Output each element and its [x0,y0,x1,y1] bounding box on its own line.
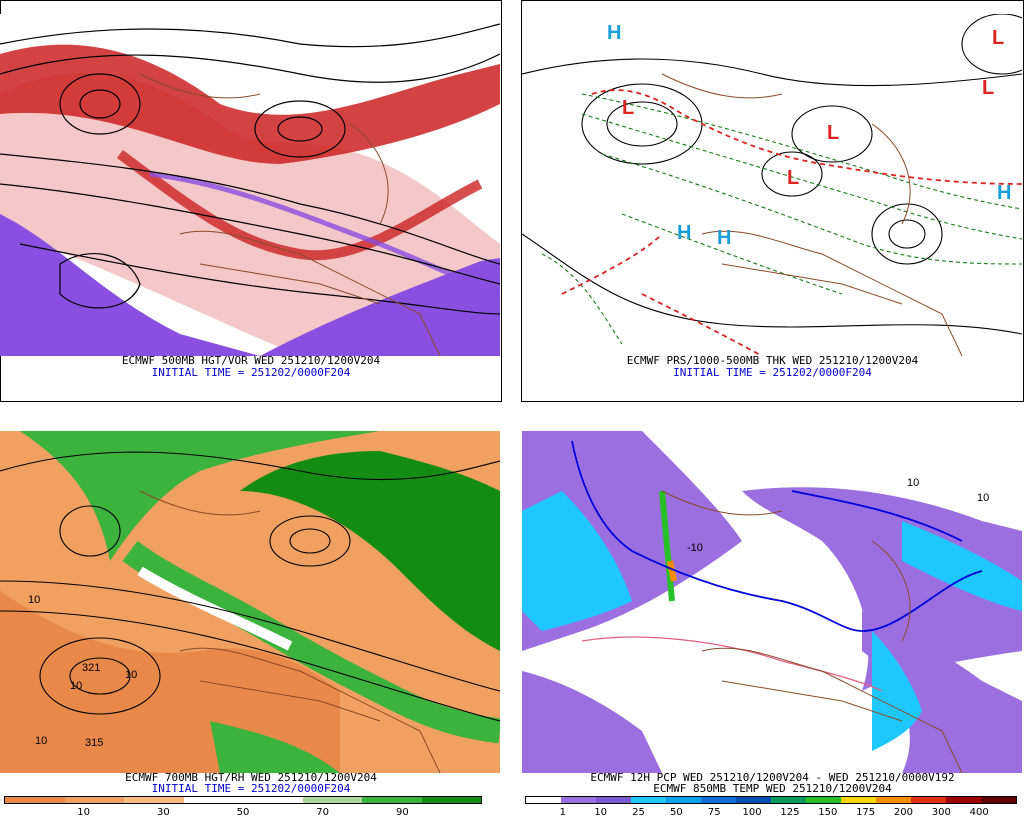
map-precip-850mb: 10 10 -10 [522,431,1022,773]
colorbar-swatch [302,797,362,803]
panel-subtitle: ECMWF 850MB TEMP WED 251210/1200V204 [653,782,892,795]
map-700mb-rh: 321 315 10 10 10 10 [0,431,500,773]
colorbar-tick-label: 200 [893,807,913,818]
panel-initial-time: INITIAL TIME = 251202/0000F204 [151,782,351,795]
colorbar-swatch [946,797,981,803]
contour-label: 321 [82,662,100,674]
rh-colorbar-ticks: 10 30 50 70 90 [4,807,482,819]
colorbar-tick-label: 10 [77,807,91,818]
high-marker: H [677,222,691,244]
colorbar-tick-label: 25 [632,807,645,818]
colorbar-tick-label: 100 [742,807,762,818]
panel-initial-time: INITIAL TIME = 251202/0000F204 [151,366,351,379]
colorbar-tick-label: 150 [818,807,838,818]
precip-colorbar [525,796,1017,804]
colorbar-tick-label: 50 [670,807,683,818]
panel-precip-850mb-temp: 10 10 -10 ECMWF 12H PCP WED 251210/1200V… [521,431,1024,819]
low-marker: L [787,167,799,189]
contour-label: 10 [907,477,919,489]
colorbar-swatch [596,797,631,803]
colorbar-swatch [526,797,561,803]
colorbar-swatch [421,797,481,803]
colorbar-tick-label: 70 [316,807,330,818]
colorbar-swatch [362,797,422,803]
rh-colorbar [4,796,482,804]
colorbar-swatch [666,797,701,803]
colorbar-tick-label: 10 [594,807,608,818]
panel-title: ECMWF 500MB HGT/VOR WED 251210/1200V204 [121,354,381,367]
low-marker: L [992,27,1004,49]
low-marker: L [622,97,634,119]
map-500mb-vorticity [0,14,500,356]
colorbar-tick-label: 1 [559,807,567,818]
colorbar-swatch [911,797,946,803]
contour-label: -10 [687,542,703,554]
colorbar-tick-label: 30 [156,807,170,818]
low-marker: L [827,122,839,144]
colorbar-tick-label: 300 [931,807,951,818]
colorbar-swatch [701,797,736,803]
colorbar-tick-label: 400 [969,807,989,818]
panel-500mb-vorticity: ECMWF 500MB HGT/VOR WED 251210/1200V204 … [0,0,502,402]
colorbar-swatch [5,797,65,803]
colorbar-swatch [806,797,841,803]
colorbar-tick-label: 75 [707,807,721,818]
panel-initial-time: INITIAL TIME = 251202/0000F204 [673,366,872,379]
colorbar-swatch [243,797,303,803]
colorbar-swatch [981,797,1016,803]
panel-700mb-rh: 321 315 10 10 10 10 ECMWF 700MB HGT/RH W… [0,431,502,819]
panel-surface-pressure-thickness: L L L L L H H H H ECMWF PRS/1000-500MB T… [521,0,1024,402]
colorbar-swatch [561,797,596,803]
precip-colorbar-ticks: 1 10 25 50 75 100 125 150 175 200 300 400 [525,807,1017,819]
low-marker: L [982,77,994,99]
colorbar-swatch [771,797,806,803]
colorbar-swatch [631,797,666,803]
high-marker: H [997,182,1011,204]
colorbar-swatch [736,797,771,803]
colorbar-tick-label: 125 [780,807,800,818]
colorbar-tick-label: 175 [856,807,876,818]
colorbar-tick-label: 90 [395,807,409,818]
contour-label: 10 [28,594,40,606]
colorbar-swatch [841,797,876,803]
colorbar-swatch [124,797,184,803]
contour-label: 10 [35,735,47,747]
panel-title: ECMWF 12H PCP WED 251210/1200V204 - WED … [590,771,955,784]
map-surface-pressure: L L L L L H H H H [522,14,1022,356]
colorbar-tick-label: 50 [236,807,250,818]
colorbar-swatch [183,797,243,803]
high-marker: H [717,227,731,249]
contour-label: 315 [85,737,103,749]
panel-title: ECMWF 700MB HGT/RH WED 251210/1200V204 [125,771,377,784]
contour-label: 10 [125,669,137,681]
colorbar-swatch [876,797,911,803]
colorbar-swatch [64,797,124,803]
contour-label: 10 [70,680,82,692]
contour-label: 10 [977,492,989,504]
high-marker: H [607,22,621,44]
panel-title: ECMWF PRS/1000-500MB THK WED 251210/1200… [626,354,919,367]
